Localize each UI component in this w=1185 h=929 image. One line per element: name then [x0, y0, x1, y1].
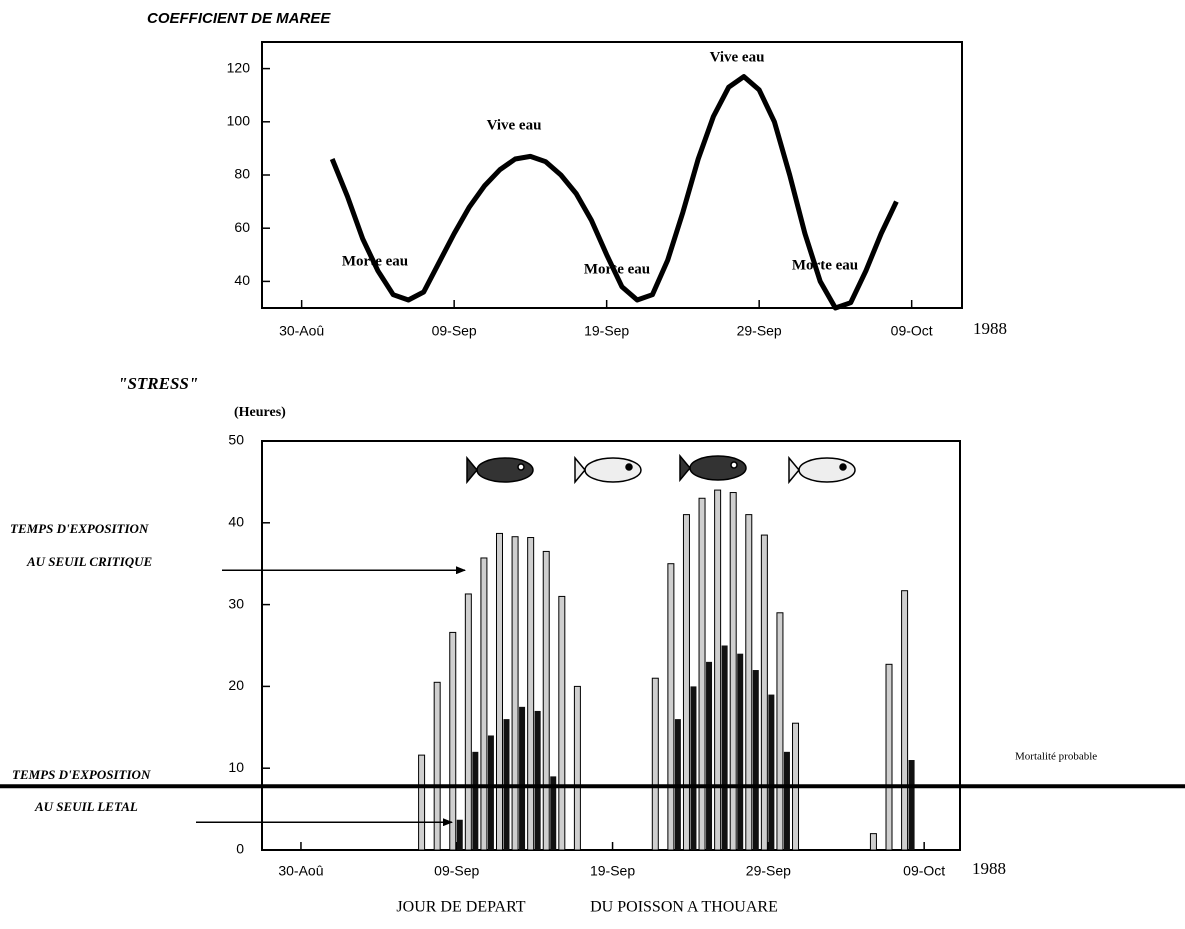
year-label: 1988 — [972, 859, 1006, 878]
y-tick-label: 120 — [227, 59, 251, 75]
y-tick-label: 10 — [228, 759, 244, 775]
bar — [542, 550, 550, 851]
threshold-label: TEMPS D'EXPOSITION — [10, 521, 149, 536]
bar — [682, 514, 690, 851]
bar — [729, 492, 737, 851]
bar — [869, 833, 877, 851]
fish-icons — [466, 453, 856, 485]
chart-title: "STRESS" — [118, 374, 198, 393]
x-axis-label: JOUR DE DEPART — [396, 899, 525, 916]
bar — [511, 536, 519, 851]
y-axis-label: (Heures) — [234, 405, 286, 420]
x-tick-label: 09-Sep — [432, 323, 477, 339]
bar — [449, 631, 457, 851]
y-tick-label: 50 — [228, 432, 244, 448]
bar — [464, 593, 472, 851]
annotation: Morte eau — [584, 261, 650, 277]
x-tick-label: 19-Sep — [590, 863, 635, 879]
bar — [745, 514, 753, 851]
bar — [472, 751, 479, 850]
x-tick-label: 19-Sep — [584, 323, 629, 339]
x-tick-label: 29-Sep — [746, 863, 791, 879]
bar — [667, 563, 675, 851]
y-tick-label: 0 — [236, 841, 244, 857]
chart-title: COEFFICIENT DE MAREE — [147, 10, 331, 27]
reference-label: Mortalité probable — [1015, 751, 1097, 763]
bar — [737, 653, 744, 850]
x-axis-label: DU POISSON A THOUARE — [590, 899, 778, 916]
bar — [908, 760, 915, 850]
y-tick-label: 40 — [228, 514, 244, 530]
bar — [534, 710, 541, 850]
threshold-label: AU SEUIL CRITIQUE — [26, 554, 153, 569]
bar — [706, 661, 713, 850]
y-tick-label: 40 — [234, 272, 250, 288]
x-tick-label: 09-Oct — [891, 323, 933, 339]
bar — [760, 534, 768, 851]
annotation: Morte eau — [792, 257, 858, 273]
bar — [901, 590, 909, 851]
bar — [456, 819, 463, 850]
x-tick-label: 09-Sep — [434, 863, 479, 879]
y-tick-label: 100 — [227, 113, 251, 129]
bar — [768, 694, 775, 850]
annotation: Vive eau — [487, 117, 542, 133]
annotation: Morte eau — [342, 253, 408, 269]
bar — [573, 685, 581, 851]
bar — [651, 677, 659, 851]
bar — [783, 751, 790, 850]
bar — [714, 489, 722, 851]
plot-frame — [261, 440, 961, 851]
y-tick-label: 30 — [228, 595, 244, 611]
bar — [885, 663, 893, 851]
bar — [519, 706, 526, 850]
year-label: 1988 — [973, 319, 1007, 338]
bar — [487, 735, 494, 850]
bar — [527, 537, 535, 851]
bar — [690, 686, 697, 850]
tide-line — [329, 74, 899, 311]
bar — [752, 670, 759, 850]
annotation: Vive eau — [710, 49, 765, 65]
bar — [558, 595, 566, 851]
bar — [698, 497, 706, 851]
bar — [721, 645, 728, 850]
x-tick-label: 29-Sep — [737, 323, 782, 339]
y-tick-label: 60 — [234, 219, 250, 235]
bar — [433, 681, 441, 851]
bar — [418, 754, 426, 851]
bar — [480, 557, 488, 851]
bar — [550, 776, 557, 850]
y-tick-label: 20 — [228, 677, 244, 693]
x-tick-label: 30-Aoû — [279, 323, 324, 339]
threshold-label: AU SEUIL LETAL — [34, 799, 138, 814]
x-tick-label: 30-Aoû — [278, 863, 323, 879]
bar — [495, 532, 503, 851]
bar — [776, 612, 784, 851]
x-tick-label: 09-Oct — [903, 863, 945, 879]
threshold-label: TEMPS D'EXPOSITION — [12, 767, 151, 782]
y-tick-label: 80 — [234, 166, 250, 182]
